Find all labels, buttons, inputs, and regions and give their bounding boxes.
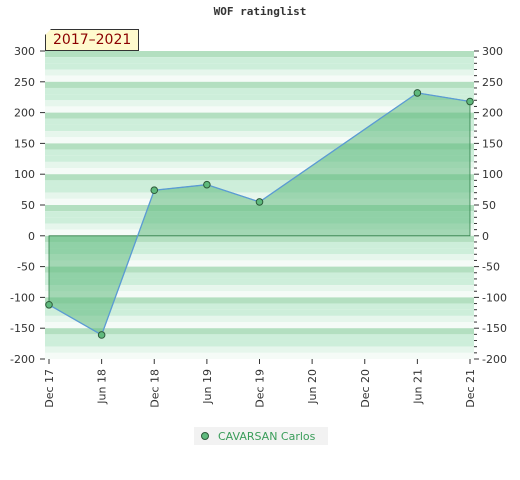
background-band	[45, 315, 474, 323]
background-band	[45, 81, 474, 88]
background-band	[45, 266, 474, 273]
y-tick-label-right: 0	[482, 230, 489, 243]
y-tick-label-right: 300	[482, 45, 503, 58]
background-band	[45, 143, 474, 150]
data-point	[45, 300, 53, 309]
background-band	[45, 106, 474, 113]
legend-marker-icon	[201, 432, 209, 440]
background-band	[45, 124, 474, 132]
data-point	[413, 89, 422, 97]
background-band	[45, 272, 474, 279]
background-band	[45, 241, 474, 249]
legend-label: CAVARSAN Carlos	[218, 429, 316, 443]
background-band	[45, 303, 474, 310]
background-band	[45, 51, 474, 58]
background-band	[45, 260, 474, 267]
background-band	[45, 291, 474, 298]
y-tick-label-left: 0	[28, 230, 35, 243]
background-band	[45, 63, 474, 70]
x-tick-label: Jun 20	[306, 369, 319, 405]
background-band	[45, 75, 474, 82]
background-band	[45, 192, 474, 199]
background-band	[45, 309, 474, 316]
background-band	[45, 352, 474, 359]
y-tick-label-right: -200	[482, 353, 507, 366]
x-tick-label: Dec 19	[254, 369, 267, 408]
background-band	[45, 235, 474, 242]
y-tick-label-right: 200	[482, 107, 503, 120]
background-band	[45, 87, 474, 95]
x-tick-label: Dec 18	[148, 369, 161, 408]
y-tick-label-left: 150	[14, 137, 35, 150]
background-band	[45, 100, 474, 107]
background-band	[45, 161, 474, 169]
period-badge: 2017–2021	[45, 29, 140, 51]
y-tick-label-right: 100	[482, 168, 503, 181]
y-tick-label-left: -200	[10, 353, 35, 366]
background-band	[45, 94, 474, 101]
background-band	[45, 149, 474, 156]
background-band	[45, 131, 474, 138]
background-band	[45, 57, 474, 64]
background-band	[45, 346, 474, 353]
y-tick-label-left: -100	[10, 291, 35, 304]
y-tick-label-left: -50	[17, 261, 35, 274]
y-tick-label-right: 50	[482, 199, 496, 212]
y-tick-label-right: 150	[482, 137, 503, 150]
x-tick-label: Jun 19	[201, 369, 214, 405]
y-tick-label-right: -150	[482, 322, 507, 335]
background-band	[45, 328, 474, 335]
background-band	[45, 112, 474, 119]
data-point	[203, 180, 211, 189]
x-tick-label: Dec 21	[464, 369, 477, 408]
background-band	[45, 340, 474, 347]
background-band	[45, 180, 474, 187]
background-band	[45, 174, 474, 181]
background-band	[45, 69, 474, 76]
y-tick-label-left: 250	[14, 76, 35, 89]
y-tick-label-right: -100	[482, 291, 507, 304]
data-point	[466, 97, 474, 106]
background-band	[45, 155, 474, 162]
background-band	[45, 137, 474, 144]
data-point	[97, 331, 106, 339]
data-point	[150, 186, 159, 195]
background-band	[45, 334, 474, 341]
y-tick-label-left: 300	[14, 45, 35, 58]
x-tick-label: Dec 20	[359, 369, 372, 408]
x-tick-label: Dec 17	[43, 369, 56, 408]
background-band	[45, 186, 474, 193]
background-band	[45, 278, 474, 286]
x-tick-label: Jun 21	[411, 369, 424, 405]
y-tick-label-left: -150	[10, 322, 35, 335]
background-band	[45, 248, 474, 255]
background-band	[45, 168, 474, 175]
background-band	[45, 322, 474, 329]
y-tick-label-left: 200	[14, 107, 35, 120]
y-tick-label-left: 50	[21, 199, 35, 212]
y-tick-label-left: 100	[14, 168, 35, 181]
background-band	[45, 285, 474, 292]
background-band	[45, 254, 474, 261]
chart-title: WOF ratinglist	[213, 5, 307, 18]
data-point	[255, 198, 264, 206]
y-tick-label-right: 250	[482, 76, 503, 89]
background-band	[45, 297, 474, 304]
y-tick-label-right: -50	[482, 261, 500, 274]
x-tick-label: Jun 18	[96, 369, 109, 405]
background-band	[45, 118, 474, 125]
legend[interactable]: CAVARSAN Carlos	[194, 427, 328, 445]
